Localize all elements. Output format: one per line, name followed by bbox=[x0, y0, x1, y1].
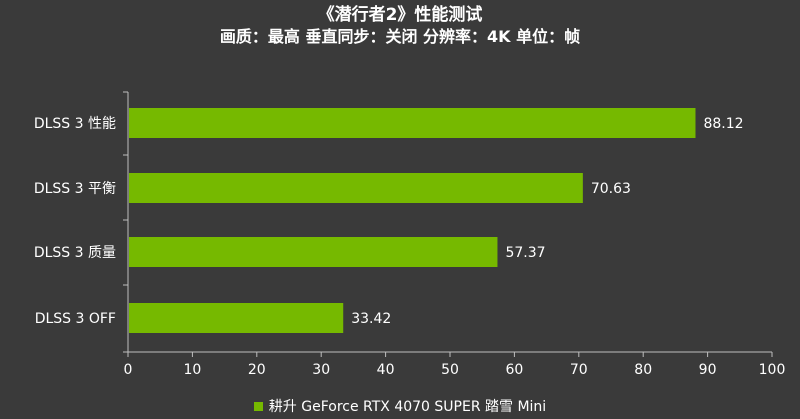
category-label: DLSS 3 平衡 bbox=[34, 181, 116, 197]
chart-subtitle: 画质：最高 垂直同步：关闭 分辨率：4K 单位：帧 bbox=[219, 27, 581, 46]
x-tick-label: 20 bbox=[248, 362, 266, 378]
bar-value-label: 33.42 bbox=[351, 311, 391, 327]
x-tick-label: 50 bbox=[441, 362, 459, 378]
x-tick-label: 80 bbox=[634, 362, 652, 378]
x-tick-label: 40 bbox=[377, 362, 395, 378]
legend-label: 耕升 GeForce RTX 4070 SUPER 踏雪 Mini bbox=[268, 399, 547, 415]
x-tick-label: 30 bbox=[312, 362, 330, 378]
bar bbox=[129, 108, 696, 138]
chart-title: 《潜行者2》性能测试 bbox=[317, 5, 483, 25]
x-tick-label: 70 bbox=[570, 362, 588, 378]
x-tick-label: 90 bbox=[699, 362, 717, 378]
legend: 耕升 GeForce RTX 4070 SUPER 踏雪 Mini bbox=[0, 396, 800, 416]
category-label: DLSS 3 OFF bbox=[35, 311, 116, 327]
x-tick-label: 60 bbox=[505, 362, 523, 378]
legend-swatch bbox=[253, 401, 263, 411]
bar-value-label: 57.37 bbox=[505, 245, 545, 261]
chart-title-block: 《潜行者2》性能测试 画质：最高 垂直同步：关闭 分辨率：4K 单位：帧 bbox=[0, 4, 800, 48]
bar bbox=[129, 237, 498, 267]
x-tick-label: 10 bbox=[183, 362, 201, 378]
category-label: DLSS 3 性能 bbox=[34, 116, 116, 132]
bar-value-label: 88.12 bbox=[703, 116, 743, 132]
bar bbox=[129, 303, 344, 333]
category-label: DLSS 3 质量 bbox=[34, 245, 116, 261]
x-tick-label: 100 bbox=[759, 362, 786, 378]
bar-value-label: 70.63 bbox=[591, 181, 631, 197]
x-tick-label: 0 bbox=[124, 362, 133, 378]
bar bbox=[129, 173, 583, 203]
